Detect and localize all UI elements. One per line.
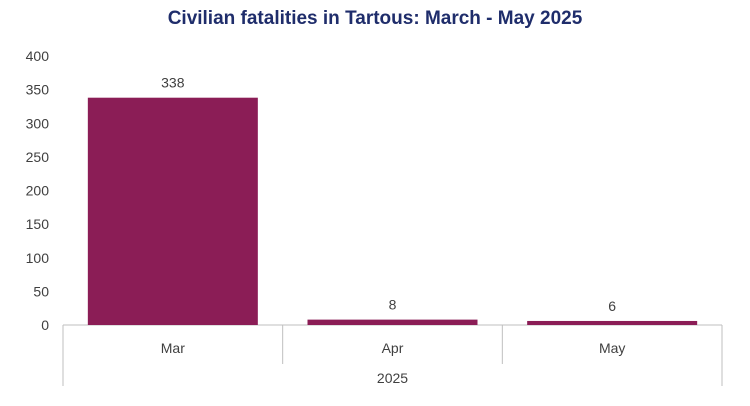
data-label: 6 xyxy=(608,298,616,314)
y-tick-label: 350 xyxy=(26,82,50,98)
x-group-label: 2025 xyxy=(377,370,408,386)
data-label: 338 xyxy=(161,75,185,91)
y-tick-label: 250 xyxy=(26,149,50,165)
data-labels: 338 8 6 xyxy=(161,75,616,314)
x-axis: Mar Apr May 2025 xyxy=(161,340,626,386)
x-tick-label: Apr xyxy=(382,340,404,356)
y-tick-label: 200 xyxy=(26,183,50,199)
y-tick-label: 400 xyxy=(26,48,50,64)
bar-may xyxy=(527,320,698,325)
bar-mar xyxy=(87,97,258,325)
y-tick-label: 150 xyxy=(26,216,50,232)
y-axis: 0 50 100 150 200 250 300 350 400 xyxy=(26,48,50,333)
bars xyxy=(87,97,698,325)
y-tick-label: 50 xyxy=(33,283,49,299)
x-tick-label: May xyxy=(599,340,625,356)
y-tick-label: 100 xyxy=(26,250,50,266)
data-label: 8 xyxy=(389,297,397,313)
bar-apr xyxy=(307,319,478,325)
chart-title: Civilian fatalities in Tartous: March - … xyxy=(167,8,583,29)
x-tick-label: Mar xyxy=(161,340,185,356)
y-tick-label: 300 xyxy=(26,115,50,131)
y-tick-label: 0 xyxy=(41,317,49,333)
